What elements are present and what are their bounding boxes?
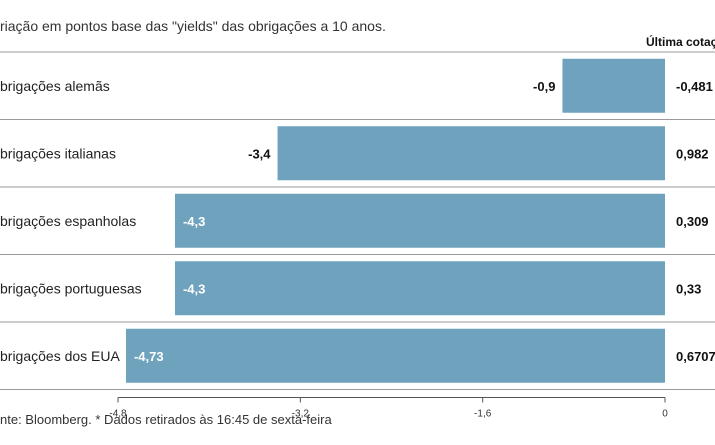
last-quote-header: Última cotaç [646, 34, 715, 49]
value-label: -0,9 [533, 79, 555, 94]
bar-1 [562, 58, 665, 113]
last-quote-value: 0,33 [676, 281, 701, 296]
last-quote-value: -0,481 [676, 79, 713, 94]
x-tick-label: -4,8 [109, 409, 127, 420]
bar-4 [174, 261, 665, 316]
last-quote-value: 0,982 [676, 146, 709, 161]
bar-5 [125, 328, 666, 383]
value-label: -4,3 [183, 281, 205, 296]
category-label: brigações portuguesas [0, 280, 142, 296]
last-quote-value: 0,6707 [676, 349, 715, 364]
x-tick-label: -3,2 [292, 409, 310, 420]
bar-3 [174, 193, 665, 248]
x-tick-label: -1,6 [474, 409, 492, 420]
category-label: brigações alemãs [0, 78, 110, 94]
last-quote-value: 0,309 [676, 214, 709, 229]
value-label: -3,4 [248, 146, 271, 161]
x-tick-label: 0 [662, 409, 668, 420]
chart-source: nte: Bloomberg. * Dados retirados às 16:… [0, 412, 332, 427]
category-label: brigações espanholas [0, 213, 136, 229]
bar-2 [277, 126, 665, 181]
category-label: brigações dos EUA [0, 348, 121, 364]
x-axis: -4,8 -3,2 -1,6 0 [109, 397, 668, 420]
chart-rows: brigações alemãs -0,9 -0,481 brigações ital… [0, 51, 715, 390]
category-label: brigações italianas [0, 145, 116, 161]
value-label: -4,73 [134, 349, 164, 364]
chart-subtitle: riação em pontos base das "yields" das o… [0, 18, 386, 34]
value-label: -4,3 [183, 214, 205, 229]
